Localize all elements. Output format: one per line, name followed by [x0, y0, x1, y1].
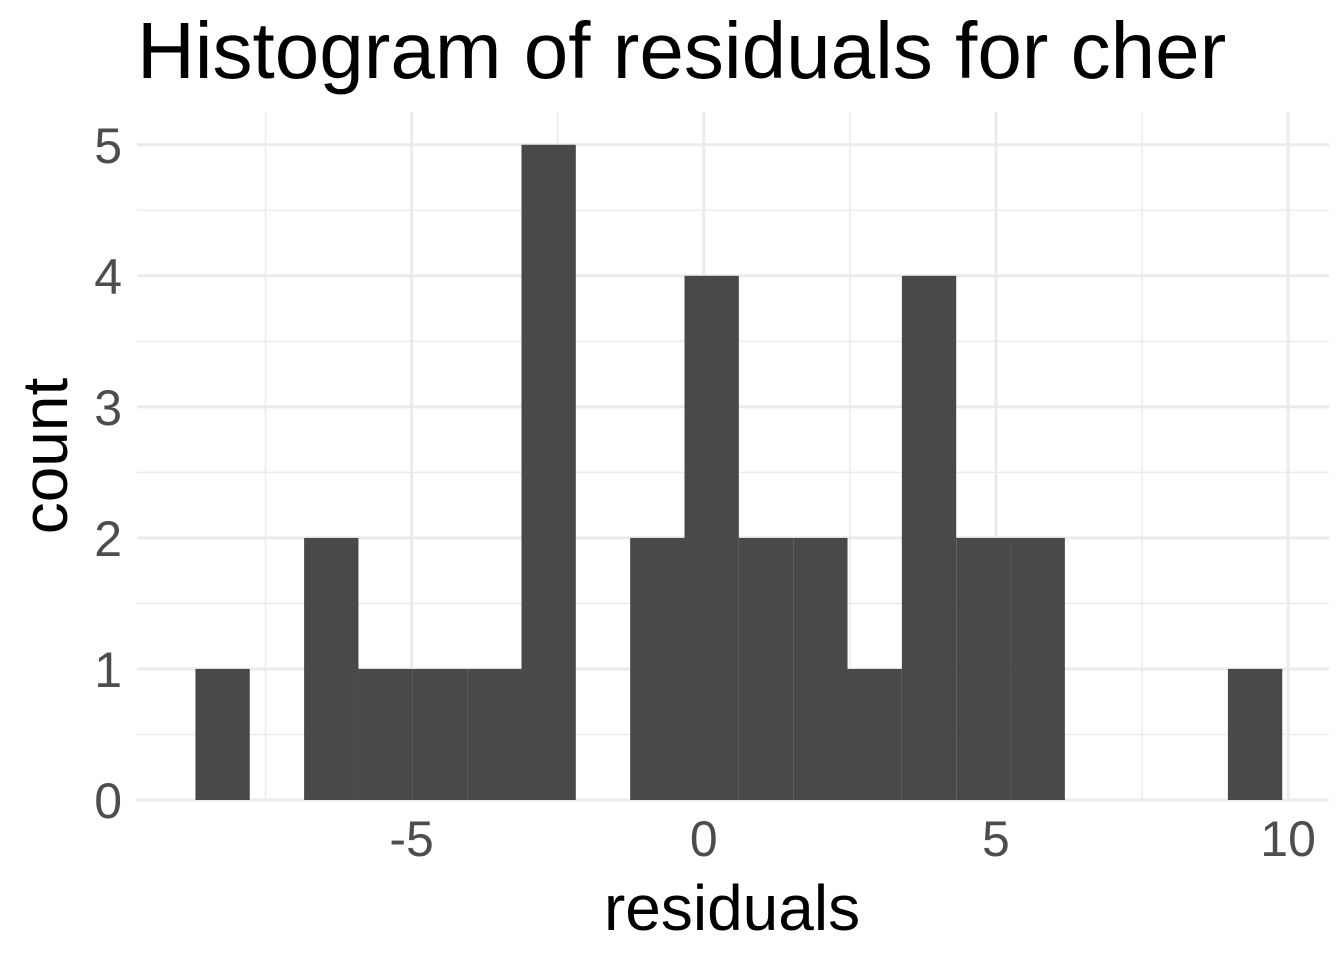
x-tick-label: 5 — [982, 811, 1010, 867]
histogram-bar — [304, 537, 359, 800]
histogram-bar — [738, 537, 794, 800]
y-axis-title: count — [9, 378, 81, 535]
histogram-bar — [901, 275, 957, 800]
x-axis-ticks: -5 0 5 10 — [389, 811, 1316, 867]
chart-title: Histogram of residuals for cher — [137, 6, 1226, 95]
histogram-bar — [847, 668, 902, 800]
y-tick-label: 3 — [94, 380, 122, 436]
histogram-bar — [358, 668, 413, 800]
x-tick-label: 10 — [1260, 811, 1316, 867]
histogram-bar — [630, 537, 685, 800]
y-tick-label: 1 — [94, 642, 122, 698]
histogram-bar — [1227, 668, 1283, 800]
y-tick-label: 5 — [94, 118, 122, 174]
y-axis-ticks: 0 1 2 3 4 5 — [94, 118, 122, 829]
histogram-bar — [467, 668, 522, 800]
histogram-bar — [793, 537, 848, 800]
histogram-bar — [521, 144, 576, 800]
histogram-bar — [195, 668, 250, 800]
histogram-bar — [1010, 537, 1065, 800]
x-tick-label: -5 — [389, 811, 433, 867]
histogram-bar — [956, 537, 1011, 800]
y-tick-label: 2 — [94, 511, 122, 567]
y-tick-label: 0 — [94, 773, 122, 829]
y-tick-label: 4 — [94, 249, 122, 305]
x-axis-title: residuals — [604, 872, 860, 944]
histogram-bar — [684, 275, 739, 800]
bars — [195, 144, 1283, 800]
x-tick-label: 0 — [690, 811, 718, 867]
histogram-bar — [412, 668, 468, 800]
